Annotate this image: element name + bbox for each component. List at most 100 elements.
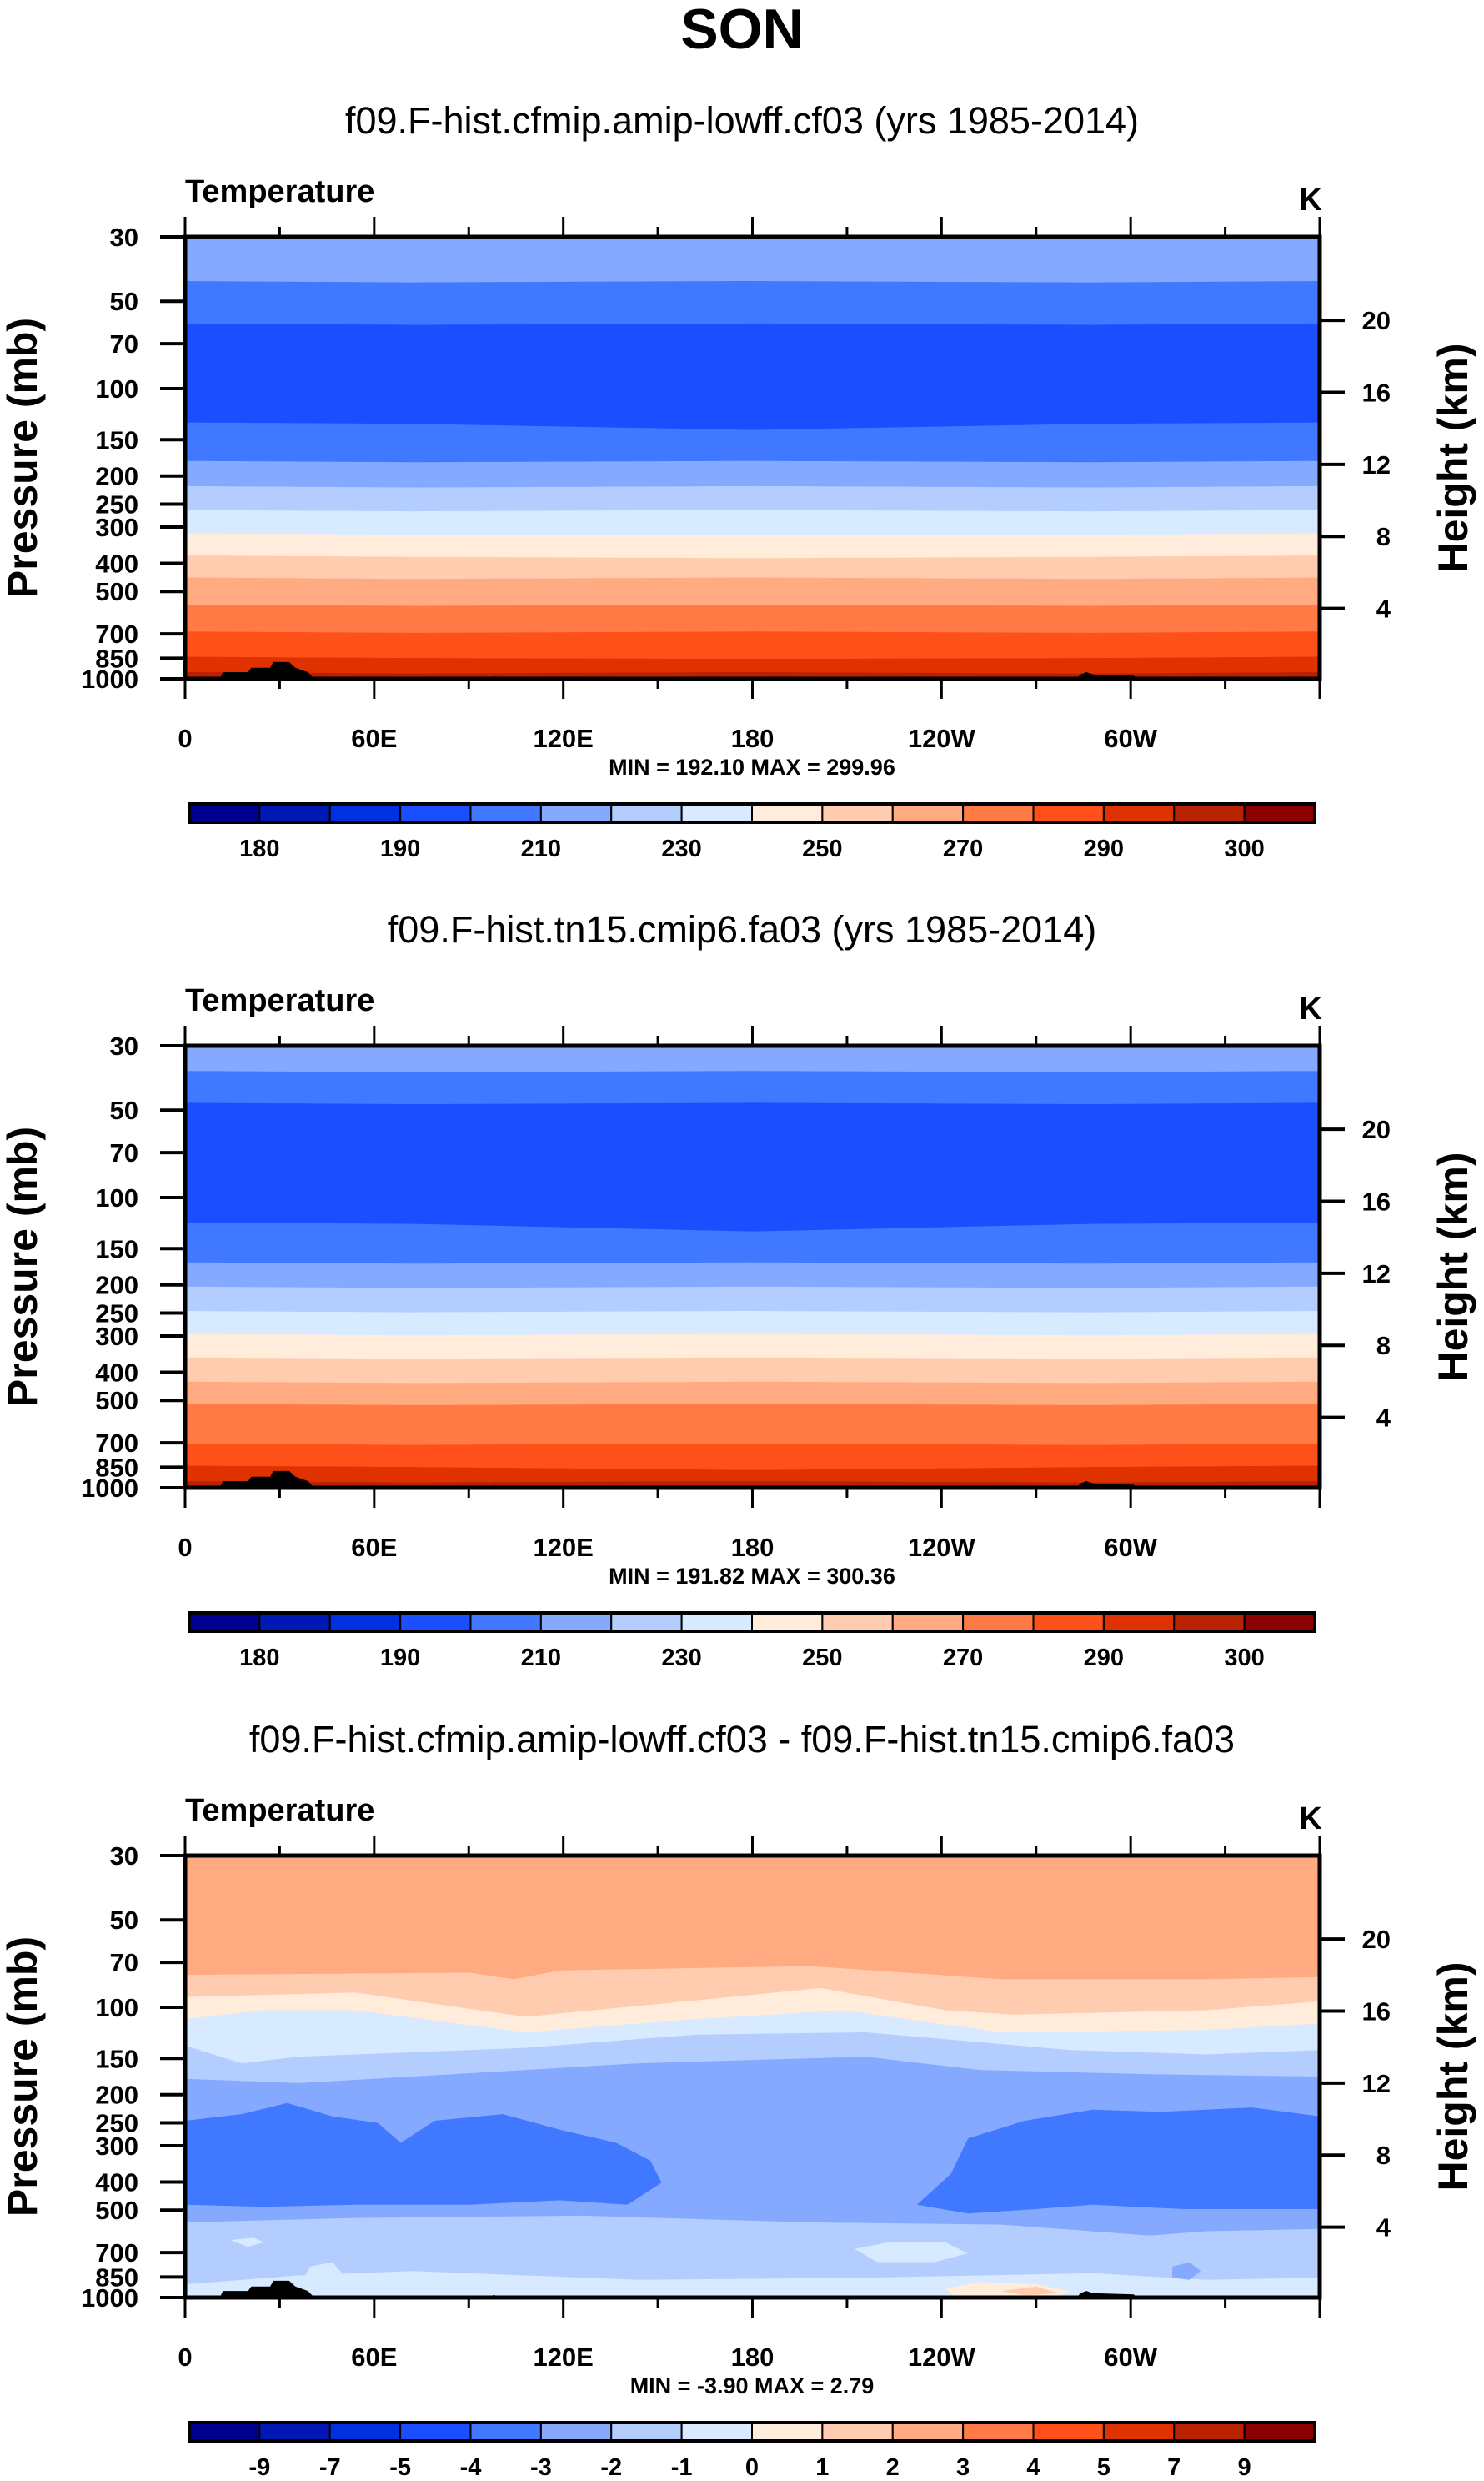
colorbar-label: -1 [671, 2454, 693, 2481]
y-right-tick-label: 20 [1362, 1115, 1391, 1144]
colorbar-swatch [962, 803, 1035, 823]
x-tick-label: 120E [533, 724, 593, 753]
colorbar-swatch [258, 803, 331, 823]
y-right-tick-label: 12 [1362, 450, 1391, 480]
colorbar-label: 5 [1097, 2454, 1110, 2481]
y-tick-label: 70 [110, 329, 138, 359]
y-right-tick-label: 8 [1376, 2141, 1391, 2170]
x-tick-label: 120W [908, 724, 976, 753]
colorbar-swatch [751, 803, 824, 823]
colorbar-label: 230 [661, 1645, 701, 1671]
colorbar-swatch [610, 803, 683, 823]
variable-label: Temperature [185, 1793, 374, 1828]
colorbar-label: -7 [319, 2454, 341, 2481]
y-right-tick-label: 8 [1376, 522, 1391, 551]
colorbar-swatch [1243, 803, 1316, 823]
colorbar: -9 -7 -5 -4 -3 -2 -1 0 1 2 3 4 5 7 9 [188, 2421, 1316, 2481]
contour-field [185, 237, 1320, 679]
colorbar-label: 250 [802, 836, 842, 862]
colorbar-swatch [751, 2422, 824, 2442]
colorbar-swatch [680, 1612, 753, 1632]
colorbar-swatch [258, 1612, 331, 1632]
x-tick-label: 120E [533, 2343, 593, 2372]
colorbar-swatch [469, 803, 542, 823]
x-tick-label: 60E [351, 1533, 397, 1562]
colorbar-swatch [1032, 1612, 1105, 1632]
colorbar-label: -9 [248, 2454, 270, 2481]
colorbar-frame [188, 1611, 1316, 1633]
y-right-tick-label: 16 [1362, 1996, 1391, 2026]
y-axis-title: Pressure (mb) [0, 1936, 46, 2217]
x-tick-label: 60W [1104, 724, 1157, 753]
y-tick-label: 200 [95, 2081, 138, 2110]
contour-blob [1001, 2286, 1059, 2296]
y-right-tick-label: 4 [1376, 1404, 1391, 1433]
colorbar-label: 290 [1084, 836, 1124, 862]
x-tick-label: 180 [731, 2343, 775, 2372]
colorbar-label: -5 [389, 2454, 411, 2481]
colorbar-swatch [1032, 803, 1105, 823]
colorbar-swatch [821, 1612, 894, 1632]
colorbar-swatch [1173, 2422, 1246, 2442]
colorbar-label: 190 [380, 1645, 420, 1671]
y-tick-label: 30 [110, 1841, 138, 1871]
x-tick-label: 120E [533, 1533, 593, 1562]
colorbar-swatch [328, 803, 402, 823]
colorbar-swatch [1173, 1612, 1246, 1632]
colorbar-swatch [680, 803, 753, 823]
panel-subtitle: f09.F-hist.cfmip.amip-lowff.cf03 (yrs 19… [345, 99, 1139, 142]
y-tick-label: 850 [95, 644, 138, 673]
y-tick-label: 150 [95, 1234, 138, 1263]
colorbar-swatch [891, 803, 965, 823]
colorbar: 180 190 210 230 250 270 290 300 [188, 1611, 1316, 1671]
colorbar-label: 290 [1084, 1645, 1124, 1671]
colorbar-swatch [680, 2422, 753, 2442]
colorbar-label: 3 [956, 2454, 970, 2481]
y-right-tick-label: 4 [1376, 2213, 1391, 2242]
y-tick-label: 1000 [81, 2283, 138, 2313]
colorbar-label: 180 [239, 836, 279, 862]
colorbar-label: 0 [745, 2454, 759, 2481]
min-max-label: MIN = 192.10 MAX = 299.96 [609, 755, 895, 780]
panel-1: f09.F-hist.cfmip.amip-lowff.cf03 (yrs 19… [0, 99, 1476, 862]
y-tick-label: 30 [110, 223, 138, 252]
contour-blob [1172, 2262, 1201, 2280]
colorbar-swatch [328, 2422, 402, 2442]
colorbar-frame [188, 2421, 1316, 2443]
x-tick-label: 60E [351, 724, 397, 753]
y-tick-label: 250 [95, 2108, 138, 2137]
colorbar-swatch [539, 2422, 613, 2442]
y-tick-label: 700 [95, 620, 138, 649]
x-tick-label: 120W [908, 1533, 976, 1562]
x-tick-label: 60W [1104, 1533, 1157, 1562]
y-right-tick-label: 16 [1362, 378, 1391, 407]
colorbar-swatch [1243, 2422, 1316, 2442]
topography-mask [219, 2280, 314, 2298]
units-label: K [1299, 1801, 1322, 1836]
y-tick-label: 1000 [81, 1474, 138, 1503]
colorbar-label: 300 [1224, 1645, 1264, 1671]
colorbar-swatch [751, 1612, 824, 1632]
contour-blob [855, 2242, 969, 2263]
colorbar-swatch [399, 803, 472, 823]
y-right-axis-title: Height (km) [1430, 344, 1476, 573]
variable-label: Temperature [185, 174, 374, 209]
colorbar-label: 230 [661, 836, 701, 862]
topography-mask [219, 661, 314, 679]
y-tick-label: 50 [110, 1096, 138, 1125]
colorbar-label: 4 [1026, 2454, 1040, 2481]
y-right-tick-label: 20 [1362, 306, 1391, 335]
colorbar-swatch [610, 2422, 683, 2442]
colorbar-swatch [539, 1612, 613, 1632]
y-tick-label: 200 [95, 462, 138, 491]
x-tick-label: 0 [178, 724, 192, 753]
y-tick-label: 70 [110, 1948, 138, 1977]
y-tick-label: 400 [95, 1359, 138, 1388]
y-tick-label: 50 [110, 1906, 138, 1935]
x-tick-label: 180 [731, 724, 775, 753]
y-tick-label: 700 [95, 2238, 138, 2268]
colorbar-swatch [188, 2422, 261, 2442]
contour-blob [298, 2262, 367, 2298]
